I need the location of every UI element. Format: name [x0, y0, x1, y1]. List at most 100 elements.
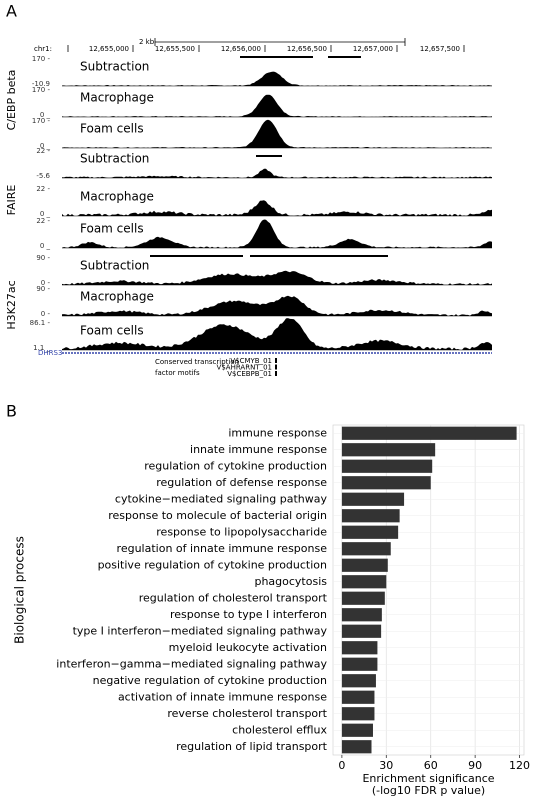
y-tick-label: cytokine−mediated signaling pathway — [115, 492, 328, 505]
coordinate-label: 12,656,000 — [221, 45, 261, 53]
track-name: Macrophage — [80, 290, 154, 304]
coordinate-label: 12,657,500 — [420, 45, 460, 53]
bar — [341, 740, 372, 754]
y-tick-label: innate immune response — [190, 443, 327, 456]
bar — [341, 542, 391, 556]
y-tick-label: regulation of defense response — [156, 476, 327, 489]
y-axis-title: Biological process — [13, 536, 27, 644]
bar — [341, 707, 375, 721]
motif-title: Conserved transcription — [155, 358, 239, 366]
signal-track — [62, 200, 492, 216]
scale-label: 2 kb — [139, 38, 155, 46]
y-tick-label: regulation of innate immune response — [117, 542, 328, 555]
motif-title: factor motifs — [155, 369, 200, 377]
track-max: 86.1 - — [30, 319, 51, 327]
motif-label: V$AHRARNT_01 — [217, 364, 272, 372]
bar — [341, 525, 399, 539]
coordinate-label: 12,655,000 — [89, 45, 129, 53]
y-tick-label: immune response — [228, 426, 327, 439]
y-tick-label: type I interferon−mediated signaling pat… — [73, 624, 328, 637]
bar — [341, 591, 385, 605]
bar — [341, 723, 373, 737]
coordinate-label: 12,655,500 — [155, 45, 195, 53]
y-tick-label: regulation of lipid transport — [176, 740, 328, 753]
motif-mark — [275, 371, 277, 376]
x-tick-label: 60 — [424, 759, 438, 772]
track-name: Foam cells — [80, 122, 144, 136]
x-axis-title: (-log10 FDR p value) — [372, 784, 485, 797]
panel-label: B — [6, 402, 17, 421]
track-name: Subtraction — [80, 152, 149, 166]
y-tick-label: regulation of cytokine production — [144, 459, 327, 472]
motif-mark — [275, 364, 277, 370]
bar — [341, 608, 382, 622]
bar — [341, 624, 382, 638]
signal-track — [62, 168, 492, 178]
coordinate-label: 12,656,500 — [287, 45, 327, 53]
bar — [341, 575, 387, 589]
x-axis-title: Enrichment significance — [362, 772, 494, 785]
y-tick-label: response to type I interferon — [170, 608, 327, 621]
x-tick-label: 0 — [338, 759, 345, 772]
x-tick-label: 120 — [509, 759, 530, 772]
y-tick-label: response to lipopolysaccharide — [156, 525, 327, 538]
bar — [341, 492, 405, 506]
track-group-label: C/EBP beta — [5, 70, 18, 131]
y-tick-label: myeloid leukocyte activation — [169, 641, 327, 654]
coordinate-label: 12,657,000 — [353, 45, 393, 53]
bar — [341, 657, 378, 671]
track-min: 0 _ — [40, 242, 51, 250]
signal-track — [62, 71, 492, 86]
signal-track — [62, 219, 492, 248]
x-tick-label: 90 — [468, 759, 482, 772]
track-max: 170 - — [32, 117, 51, 125]
gene-label: DHRS3 — [38, 349, 62, 357]
track-max: 22 - — [36, 185, 50, 193]
y-tick-label: response to molecule of bacterial origin — [108, 509, 327, 522]
track-max: 90 - — [36, 285, 50, 293]
bar — [341, 674, 376, 688]
track-name: Subtraction — [80, 259, 149, 273]
y-tick-label: activation of innate immune response — [118, 690, 327, 703]
track-min: 0 _ — [40, 111, 51, 119]
bar — [341, 509, 400, 523]
signal-track — [62, 94, 492, 117]
signal-track — [62, 318, 492, 350]
track-max: 90 - — [36, 254, 50, 262]
track-max: 22 - — [36, 147, 50, 155]
track-max: 170 - — [32, 55, 51, 63]
y-tick-label: cholesterol efflux — [232, 723, 327, 736]
track-group-label: H3K27ac — [5, 280, 18, 329]
track-min: -5.6 — [36, 172, 50, 180]
track-name: Subtraction — [80, 60, 149, 74]
track-min: 1.1 _ — [33, 344, 50, 352]
bar — [341, 558, 388, 572]
panel-label: A — [6, 2, 17, 21]
bar — [341, 426, 517, 440]
y-tick-label: regulation of cholesterol transport — [139, 591, 328, 604]
y-tick-label: reverse cholesterol transport — [167, 707, 327, 720]
y-tick-label: negative regulation of cytokine producti… — [93, 674, 327, 687]
bar — [341, 443, 436, 457]
bar — [341, 459, 433, 473]
plot-panel — [332, 424, 525, 756]
track-max: 22 - — [36, 217, 50, 225]
bar — [341, 690, 375, 704]
y-tick-label: positive regulation of cytokine producti… — [98, 558, 327, 571]
track-max: 170 - — [32, 86, 51, 94]
y-tick-label: interferon−gamma−mediated signaling path… — [56, 657, 327, 670]
motif-label: V$CEBPB_01 — [227, 370, 272, 378]
track-name: Foam cells — [80, 222, 144, 236]
bar — [341, 641, 378, 655]
track-name: Macrophage — [80, 91, 154, 105]
signal-track — [62, 270, 492, 285]
track-group-label: FAIRE — [5, 185, 18, 216]
chrom-label: chr1: — [34, 45, 52, 53]
track-name: Foam cells — [80, 324, 144, 338]
x-tick-label: 30 — [379, 759, 393, 772]
track-min: 0 _ — [40, 210, 51, 218]
track-min: 0 _ — [40, 142, 51, 150]
motif-label: V$CMYB_01 — [230, 357, 272, 365]
